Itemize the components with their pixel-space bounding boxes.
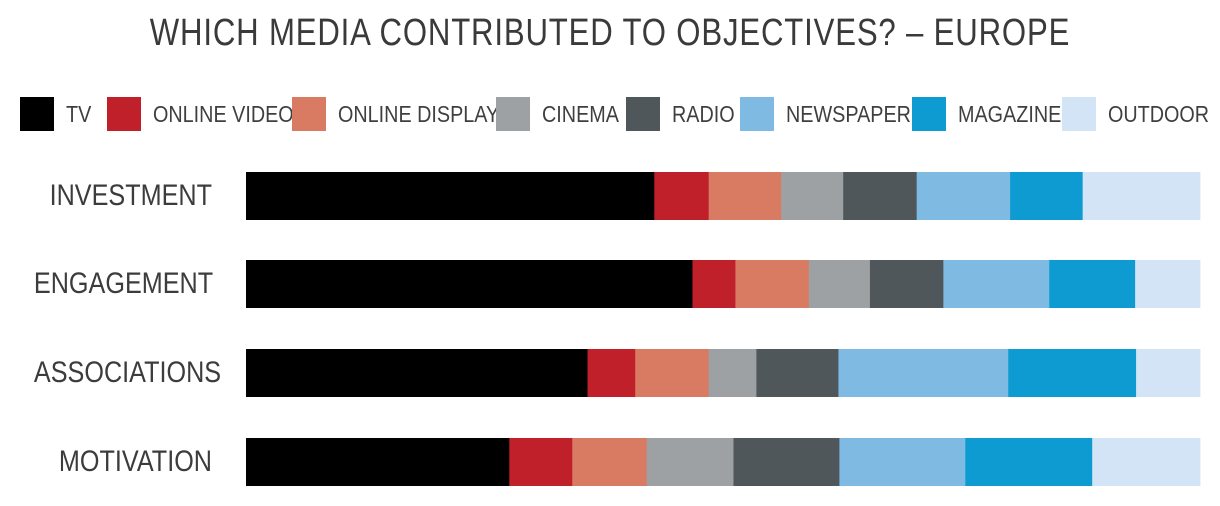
- legend-swatch: [292, 97, 326, 131]
- legend-label: ONLINE VIDEO: [153, 100, 294, 127]
- chart-title: WHICH MEDIA CONTRIBUTED TO OBJECTIVES? –…: [149, 12, 1071, 54]
- legend-item-online-display: ONLINE DISPLAY: [292, 96, 525, 132]
- legend-swatch: [496, 97, 530, 131]
- legend-label: CINEMA: [542, 100, 619, 127]
- legend-item-radio: RADIO: [626, 96, 745, 132]
- bar-segment-associations-magazine: [1008, 349, 1137, 397]
- category-label-motivation: MOTIVATION: [58, 445, 212, 478]
- bar-segment-investment-outdoor: [1082, 172, 1201, 220]
- legend-item-newspaper: NEWSPAPER: [740, 96, 931, 132]
- bar-segment-investment-tv: [246, 172, 655, 220]
- bar-segment-engagement-magazine: [1049, 260, 1136, 308]
- bar-segment-investment-online-video: [654, 172, 710, 220]
- legend-swatch: [740, 97, 774, 131]
- bar-segment-associations-radio: [756, 349, 839, 397]
- legend-item-cinema: CINEMA: [496, 96, 631, 132]
- category-label-investment: INVESTMENT: [49, 179, 212, 212]
- category-label-associations: ASSOCIATIONS: [33, 356, 222, 389]
- legend-label: ONLINE DISPLAY: [338, 100, 500, 127]
- bar-segment-associations-cinema: [708, 349, 757, 397]
- bar-segment-motivation-radio: [733, 438, 840, 486]
- bar-segment-associations-outdoor: [1136, 349, 1201, 397]
- legend-item-magazine: MAGAZINE: [912, 96, 1078, 132]
- legend-swatch: [1062, 97, 1096, 131]
- legend-swatch: [626, 97, 660, 131]
- legend-item-online-video: ONLINE VIDEO: [107, 96, 317, 132]
- bar-segment-engagement-tv: [246, 260, 693, 308]
- bar-segment-engagement-online-display: [735, 260, 810, 308]
- legend-item-outdoor: OUTDOOR: [1062, 96, 1220, 132]
- legend-swatch: [912, 97, 946, 131]
- legend-label: MAGAZINE: [958, 100, 1062, 127]
- bar-segment-associations-online-video: [587, 349, 636, 397]
- bar-segment-engagement-outdoor: [1135, 260, 1201, 308]
- legend-label: RADIO: [672, 100, 735, 127]
- bar-segment-motivation-magazine: [965, 438, 1093, 486]
- bar-segment-investment-newspaper: [916, 172, 1011, 220]
- legend: TV ONLINE VIDEO ONLINE DISPLAY CINEMA RADIO N…: [0, 96, 1220, 136]
- bar-segment-associations-newspaper: [838, 349, 1009, 397]
- bar-segment-engagement-cinema: [808, 260, 871, 308]
- bar-segment-investment-online-display: [708, 172, 782, 220]
- bar-segment-engagement-online-video: [692, 260, 736, 308]
- legend-swatch: [20, 97, 54, 131]
- legend-label: NEWSPAPER: [786, 100, 911, 127]
- bar-segment-associations-online-display: [635, 349, 710, 397]
- bar-segment-motivation-online-video: [509, 438, 573, 486]
- legend-swatch: [107, 97, 141, 131]
- bar-segment-motivation-outdoor: [1092, 438, 1201, 486]
- bar-segment-associations-tv: [246, 349, 588, 397]
- legend-label: TV: [66, 100, 92, 127]
- bar-segment-investment-radio: [843, 172, 918, 220]
- bar-segment-investment-cinema: [781, 172, 844, 220]
- bar-segment-investment-magazine: [1010, 172, 1084, 220]
- bar-segment-motivation-newspaper: [839, 438, 966, 486]
- bar-segment-motivation-online-display: [572, 438, 648, 486]
- bar-segment-motivation-cinema: [646, 438, 734, 486]
- legend-label: OUTDOOR: [1108, 100, 1210, 127]
- bar-segment-engagement-newspaper: [943, 260, 1050, 308]
- bar-segment-engagement-radio: [869, 260, 944, 308]
- category-label-engagement: ENGAGEMENT: [33, 267, 214, 300]
- bar-segment-motivation-tv: [246, 438, 510, 486]
- legend-item-tv: TV: [20, 96, 95, 132]
